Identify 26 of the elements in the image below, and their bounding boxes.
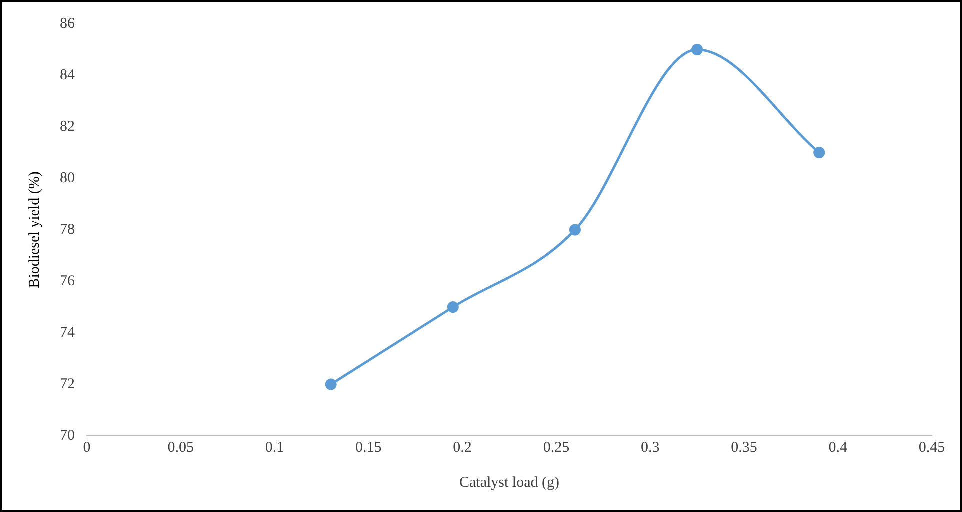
x-tick-label: 0.35 — [731, 440, 758, 456]
x-tick-label: 0.3 — [640, 440, 660, 456]
point — [569, 224, 581, 236]
y-tick-label: 82 — [60, 118, 75, 135]
x-tick-label: 0.05 — [168, 440, 194, 456]
y-tick-label: 84 — [60, 67, 76, 84]
x-tick-label: 0.2 — [453, 440, 472, 456]
x-tick-label: 0 — [83, 440, 91, 456]
y-tick-label: 86 — [60, 16, 76, 32]
y-tick-label: 72 — [60, 376, 75, 392]
x-axis-title: Catalyst load (g) — [460, 474, 560, 491]
x-tick-label: 0.1 — [265, 440, 284, 456]
y-tick-label: 80 — [60, 170, 75, 186]
x-tick-label: 0.15 — [356, 440, 382, 456]
y-tick-label: 74 — [60, 324, 76, 341]
x-tick-label: 0.45 — [918, 440, 946, 456]
y-tick-label: 70 — [60, 428, 75, 444]
point — [814, 147, 826, 158]
y-axis-title: Biodiesel yield (%) — [26, 172, 43, 288]
x-tick-label: 0.25 — [543, 440, 570, 456]
y-tick-label: 78 — [60, 222, 75, 238]
point — [325, 378, 337, 390]
point — [447, 302, 459, 313]
point — [692, 44, 704, 56]
x-tick-label: 0.4 — [828, 440, 848, 456]
y-tick-label: 76 — [60, 273, 76, 290]
